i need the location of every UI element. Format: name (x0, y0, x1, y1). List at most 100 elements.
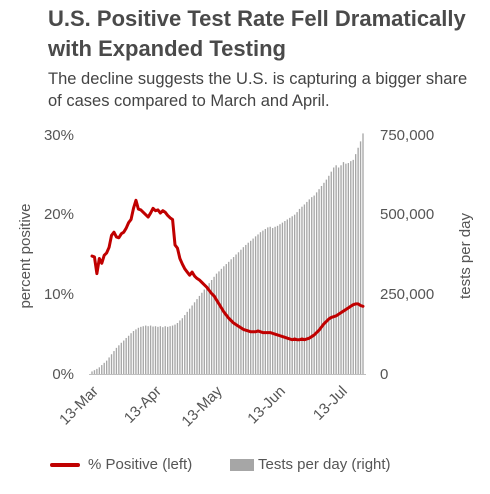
y-left-tick-20: 20% (44, 206, 74, 223)
x-tick-13-may: 13-May (178, 382, 226, 430)
tests-bar-37 (181, 318, 183, 374)
tests-bar-33 (171, 325, 174, 374)
tests-bar-85 (298, 208, 301, 374)
tests-bar-21 (142, 326, 144, 374)
tests-bar-17 (132, 330, 135, 374)
tests-bar-19 (137, 327, 140, 374)
tests-bar-28 (159, 326, 162, 374)
tests-bars-group (91, 133, 364, 374)
tests-bar-48 (208, 283, 210, 374)
tests-bar-45 (201, 292, 203, 374)
tests-bar-44 (198, 295, 201, 374)
tests-bar-86 (301, 206, 303, 374)
tests-bar-31 (167, 326, 169, 374)
tests-bar-91 (313, 195, 315, 374)
y-left-tick-30: 30% (44, 127, 74, 144)
legend-item-positive: % Positive (left) (50, 456, 192, 473)
legend-line-swatch (50, 462, 80, 467)
y-left-tick-0: 0% (52, 366, 74, 383)
tests-bar-109 (357, 147, 359, 374)
y-right-tick-250000: 250,000 (380, 286, 434, 303)
tests-bar-36 (179, 320, 181, 374)
tests-bar-83 (293, 214, 296, 374)
tests-bar-57 (230, 259, 232, 374)
tests-bar-87 (303, 204, 306, 374)
tests-bar-30 (164, 326, 166, 374)
tests-bar-3 (98, 367, 100, 374)
tests-bar-18 (135, 329, 137, 374)
tests-bar-58 (232, 257, 235, 374)
tests-bar-76 (276, 225, 279, 374)
chart-subtitle: The decline suggests the U.S. is capturi… (48, 70, 468, 110)
tests-bar-90 (311, 197, 313, 374)
tests-bar-82 (291, 216, 293, 374)
y-right-tick-500000: 500,000 (380, 206, 434, 223)
tests-bar-106 (350, 161, 352, 374)
legend-label-positive: % Positive (left) (88, 456, 193, 473)
y-right-tick-750000: 750,000 (380, 127, 434, 144)
tests-bar-105 (347, 163, 350, 374)
tests-bar-14 (125, 337, 127, 374)
tests-bar-103 (342, 162, 345, 374)
tests-bar-97 (328, 175, 330, 374)
tests-bar-15 (127, 335, 130, 374)
tests-bar-96 (325, 179, 328, 374)
tests-bar-67 (254, 236, 257, 374)
tests-bar-43 (196, 299, 198, 374)
y-left-axis-title: percent positive (17, 203, 34, 308)
tests-bar-23 (147, 326, 149, 374)
tests-bar-62 (242, 247, 245, 374)
tests-bar-35 (176, 323, 179, 374)
tests-bar-75 (274, 226, 276, 374)
tests-bar-22 (145, 325, 147, 374)
tests-bar-32 (169, 326, 171, 374)
tests-bar-100 (335, 165, 337, 374)
tests-bar-39 (186, 311, 188, 374)
tests-bar-10 (115, 347, 118, 374)
tests-bar-47 (206, 286, 208, 374)
tests-bar-41 (191, 305, 193, 374)
chart-title: U.S. Positive Test Rate Fell Dramaticall… (48, 6, 466, 61)
tests-bar-52 (218, 271, 220, 374)
tests-bar-104 (345, 163, 347, 374)
tests-bar-46 (203, 289, 205, 374)
tests-bar-25 (152, 326, 154, 374)
x-tick-13-jun: 13-Jun (244, 383, 288, 427)
legend-bar-swatch (230, 458, 254, 471)
tests-bar-34 (174, 324, 176, 374)
tests-bar-24 (149, 325, 152, 374)
tests-bar-93 (318, 189, 320, 374)
tests-bar-63 (245, 244, 247, 374)
x-tick-13-mar: 13-Mar (56, 383, 102, 429)
tests-bar-94 (320, 185, 323, 374)
tests-bar-88 (306, 201, 308, 374)
tests-bar-84 (296, 212, 298, 374)
tests-bar-13 (123, 340, 125, 374)
tests-bar-98 (330, 171, 332, 374)
tests-bar-2 (96, 368, 98, 374)
tests-bar-54 (223, 266, 225, 374)
y-right-axis-title: tests per day (457, 213, 474, 299)
tests-bar-40 (188, 308, 191, 374)
tests-bar-42 (193, 302, 196, 374)
tests-bar-12 (120, 342, 122, 374)
tests-bar-61 (240, 249, 242, 374)
tests-bar-11 (118, 345, 120, 374)
tests-bar-69 (259, 232, 262, 374)
y-right-tick-0: 0 (380, 366, 388, 383)
tests-bar-66 (252, 238, 254, 374)
tests-bar-78 (281, 222, 284, 374)
tests-bar-107 (352, 159, 354, 374)
x-tick-13-apr: 13-Apr (121, 383, 165, 427)
tests-bar-6 (105, 360, 108, 374)
tests-bar-72 (267, 227, 269, 374)
tests-bar-7 (108, 357, 110, 374)
tests-bar-55 (225, 264, 227, 374)
tests-bar-49 (210, 279, 213, 374)
tests-bar-64 (247, 242, 249, 374)
tests-bar-50 (213, 276, 215, 374)
tests-bar-53 (220, 268, 223, 374)
tests-bar-81 (289, 217, 291, 374)
tests-bar-101 (337, 167, 340, 374)
tests-bar-4 (101, 365, 103, 374)
